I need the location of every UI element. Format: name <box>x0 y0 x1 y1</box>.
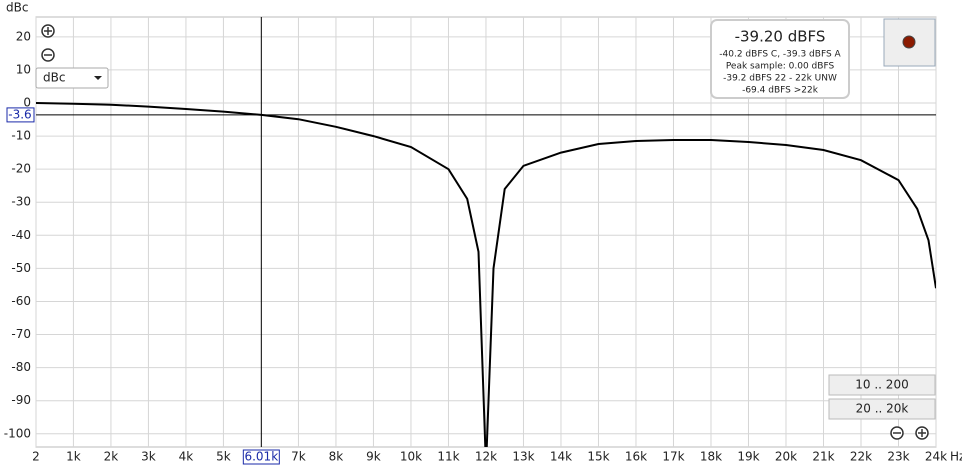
x-tick-label: 24k <box>925 450 947 464</box>
x-tick-label: 21k <box>812 450 834 464</box>
range-button[interactable]: 10 .. 200 <box>828 374 936 396</box>
readout-line: -40.2 dBFS C, -39.3 dBFS A <box>719 50 841 60</box>
x-tick-label: 14k <box>550 450 572 464</box>
y-tick-label: -50 <box>11 261 31 275</box>
x-tick-label: 7k <box>291 450 306 464</box>
record-button[interactable] <box>883 18 936 67</box>
x-tick-label: 19k <box>737 450 759 464</box>
y-tick-label: -80 <box>11 360 31 374</box>
y-tick-label: 10 <box>16 62 31 76</box>
dropdown-text: dBc <box>43 71 65 85</box>
x-tick-label: 23k <box>887 450 909 464</box>
readout-panel: -39.20 dBFS -40.2 dBFS C, -39.3 dBFS A P… <box>710 19 850 99</box>
x-tick-label: 11k <box>437 450 459 464</box>
cursor-y-box <box>6 107 35 123</box>
x-tick-label: 2k <box>104 450 119 464</box>
zoom-in-top[interactable] <box>41 24 55 38</box>
x-tick-label: 17k <box>662 450 684 464</box>
x-tick-label: 2 <box>32 450 40 464</box>
x-tick-label: 3k <box>141 450 156 464</box>
cursor-x-label: 6.01k <box>244 450 278 464</box>
zoom-out-top[interactable] <box>41 48 55 62</box>
button-text: 10 .. 200 <box>855 378 908 392</box>
zoom-in-bottom[interactable] <box>915 426 929 440</box>
y-tick-label: -20 <box>11 162 31 176</box>
y-tick-label: -100 <box>4 426 31 440</box>
y-axis-label: dBc <box>6 1 28 15</box>
x-tick-label: 12k <box>475 450 497 464</box>
x-tick-label: 13k <box>512 450 534 464</box>
x-tick-label: 18k <box>700 450 722 464</box>
readout-line: Peak sample: 0.00 dBFS <box>726 62 835 72</box>
range-button[interactable]: 20 .. 20k <box>828 398 936 420</box>
unit-dropdown[interactable]: dBc <box>35 67 109 89</box>
x-tick-label: 4k <box>179 450 194 464</box>
button-text: 20 .. 20k <box>856 402 909 416</box>
x-tick-label: 16k <box>625 450 647 464</box>
x-axis-label: Hz <box>950 450 962 464</box>
y-tick-label: -90 <box>11 393 31 407</box>
y-tick-label: -40 <box>11 228 31 242</box>
y-tick-label: 0 <box>23 96 31 110</box>
x-tick-label: 10k <box>400 450 422 464</box>
x-tick-label: 15k <box>587 450 609 464</box>
y-tick-label: -60 <box>11 294 31 308</box>
cursor-x-box <box>242 449 280 465</box>
x-tick-label: 9k <box>366 450 381 464</box>
cursor-y-label: -3.6 <box>8 107 31 121</box>
response-curve <box>36 102 936 447</box>
readout-line: -69.4 dBFS >22k <box>742 86 819 96</box>
zoom-out-bottom[interactable] <box>890 426 904 440</box>
x-tick-label: 5k <box>216 450 231 464</box>
x-tick-label: 1k <box>66 450 81 464</box>
y-tick-label: -30 <box>11 195 31 209</box>
x-tick-label: 22k <box>850 450 872 464</box>
readout-main: -39.20 dBFS <box>735 28 826 46</box>
x-tick-label: 8k <box>329 450 344 464</box>
y-tick-label: -70 <box>11 327 31 341</box>
marks <box>36 17 936 447</box>
y-tick-label: 20 <box>16 29 31 43</box>
x-tick-label: 20k <box>775 450 797 464</box>
readout-line: -39.2 dBFS 22 - 22k UNW <box>723 74 837 84</box>
y-tick-label: -10 <box>11 129 31 143</box>
